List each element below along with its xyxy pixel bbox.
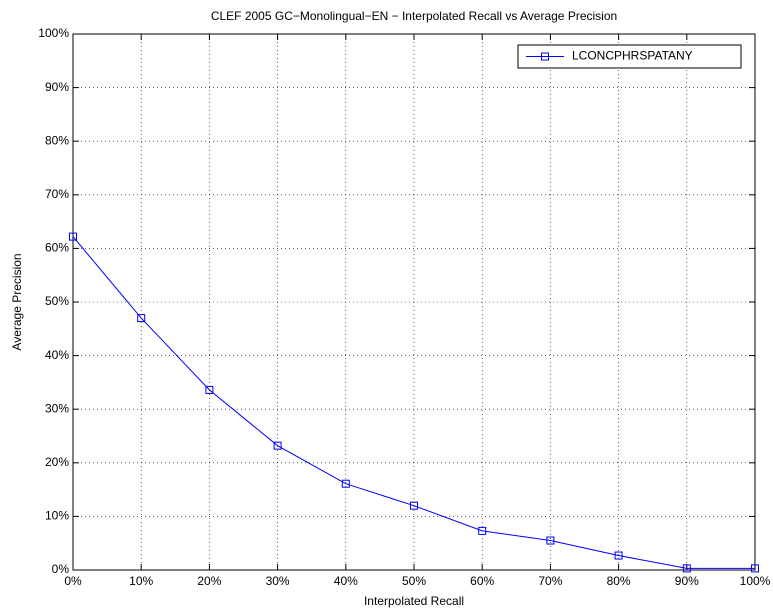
x-tick-label: 50% [402,574,426,588]
data-point [69,232,77,241]
x-tick-label: 100% [740,574,771,588]
data-point [137,314,146,323]
y-tick-label: 30% [45,401,69,415]
x-axis-label: Interpolated Recall [364,594,464,608]
y-tick-label: 50% [45,294,69,308]
plot-frame [72,33,756,571]
x-tick-label: 30% [266,574,290,588]
x-tick-label: 60% [470,574,494,588]
y-tick-label: 60% [45,241,69,255]
y-tick-label: 0% [52,562,70,576]
x-tick-label: 10% [129,574,153,588]
data-point [205,385,214,394]
y-tick-label: 40% [45,348,69,362]
y-tick-label: 80% [45,133,69,147]
legend-label: LCONCPHRSPATANY [572,49,693,63]
x-tick-label: 0% [64,574,82,588]
chart-title: CLEF 2005 GC−Monolingual−EN − Interpolat… [211,9,617,23]
series-line [72,236,755,569]
data-point [273,441,282,450]
data-point [478,526,487,535]
y-axis-label: Average Precision [10,253,24,350]
y-tick-label: 90% [45,80,69,94]
data-point [341,479,350,488]
x-tick-label: 40% [334,574,358,588]
data-point [614,551,623,560]
data-point [410,501,418,510]
y-tick-label: 20% [45,455,69,469]
data-point [751,564,759,573]
x-tick-label: 20% [197,574,221,588]
x-tick-label: 70% [538,574,562,588]
data-point [682,564,691,573]
y-tick-label: 70% [45,187,69,201]
x-tick-label: 80% [607,574,631,588]
x-tick-label: 90% [675,574,699,588]
legend-box [517,44,742,69]
y-tick-label: 10% [45,509,69,523]
y-tick-label: 100% [38,26,69,40]
legend-marker [541,52,549,61]
data-point [546,536,555,545]
